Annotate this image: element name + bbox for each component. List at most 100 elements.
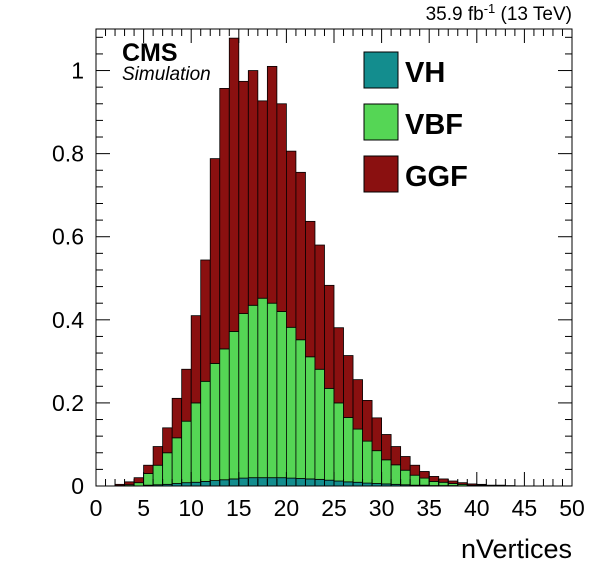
- bar-ggf-bin-15: [239, 81, 249, 313]
- x-axis-title: nVertices: [461, 534, 572, 564]
- legend-label-ggf: GGF: [405, 161, 468, 193]
- bar-vh-bin-25: [334, 481, 344, 486]
- y-tick-label: 0.2: [52, 390, 84, 416]
- bar-ggf-bin-8: [172, 398, 182, 437]
- bar-vbf-bin-12: [210, 363, 220, 480]
- legend-swatch-ggf: [364, 156, 398, 192]
- bar-vbf-bin-23: [315, 369, 325, 479]
- bar-ggf-bin-38: [458, 483, 468, 485]
- bar-ggf-bin-3: [125, 482, 135, 485]
- bar-ggf-bin-2: [115, 484, 125, 485]
- simulation-label: Simulation: [122, 64, 211, 85]
- bar-ggf-bin-40: [477, 484, 487, 485]
- legend-swatch-vbf: [364, 104, 398, 140]
- bar-ggf-bin-11: [201, 260, 211, 381]
- bar-vbf-bin-26: [344, 417, 354, 481]
- x-tick-label: 20: [274, 495, 300, 521]
- bar-vbf-bin-28: [363, 441, 373, 483]
- bar-ggf-bin-17: [258, 101, 268, 298]
- bar-ggf-bin-4: [134, 478, 144, 483]
- bar-ggf-bin-6: [153, 447, 163, 466]
- bar-ggf-bin-16: [248, 71, 258, 306]
- bar-vh-bin-24: [324, 480, 334, 486]
- bar-vbf-bin-9: [182, 421, 192, 482]
- bar-ggf-bin-25: [334, 328, 344, 403]
- bar-vbf-bin-7: [163, 453, 173, 485]
- bar-ggf-bin-39: [467, 484, 477, 485]
- experiment-label: CMS: [122, 39, 178, 67]
- bar-ggf-bin-32: [401, 457, 411, 471]
- bar-vh-bin-15: [239, 478, 249, 486]
- legend-label-vbf: VBF: [405, 109, 463, 141]
- x-tick-label: 10: [178, 495, 204, 521]
- bar-ggf-bin-14: [229, 38, 239, 331]
- bar-ggf-bin-13: [220, 88, 230, 348]
- bar-ggf-bin-18: [267, 66, 277, 303]
- bar-vbf-bin-34: [420, 478, 430, 485]
- bar-vh-bin-27: [353, 482, 363, 486]
- bar-ggf-bin-10: [191, 316, 201, 403]
- bar-ggf-bin-35: [429, 476, 439, 481]
- x-tick-label: 25: [321, 495, 347, 521]
- x-tick-label: 5: [137, 495, 150, 521]
- bar-vh-bin-13: [220, 480, 230, 486]
- bar-vh-bin-21: [296, 479, 306, 486]
- bar-vbf-bin-24: [324, 388, 334, 480]
- bar-ggf-bin-30: [382, 434, 392, 459]
- bar-ggf-bin-24: [324, 285, 334, 388]
- bar-vbf-bin-13: [220, 349, 230, 480]
- lumi-label: 35.9 fb-1 (13 TeV): [426, 1, 572, 25]
- legend-swatch-vh: [364, 52, 398, 88]
- x-tick-label: 0: [90, 495, 103, 521]
- bar-vbf-bin-10: [191, 403, 201, 482]
- bar-vbf-bin-15: [239, 314, 249, 479]
- bar-vh-bin-19: [277, 478, 287, 486]
- bar-vbf-bin-11: [201, 381, 211, 481]
- x-tick-label: 35: [416, 495, 442, 521]
- legend: VH VBF GGF: [364, 52, 468, 193]
- bar-ggf-bin-23: [315, 245, 325, 369]
- legend-label-vh: VH: [405, 57, 445, 89]
- bar-ggf-bin-9: [182, 369, 192, 421]
- bar-vbf-bin-30: [382, 460, 392, 484]
- bar-vbf-bin-8: [172, 438, 182, 484]
- bar-vbf-bin-17: [258, 298, 268, 477]
- x-tick-label: 50: [559, 495, 585, 521]
- x-tick-label: 45: [512, 495, 538, 521]
- y-tick-label: 0.6: [52, 224, 84, 250]
- bar-ggf-bin-19: [277, 104, 287, 312]
- bar-vh-bin-23: [315, 479, 325, 486]
- bar-vbf-bin-14: [229, 331, 239, 478]
- y-tick-label: 0: [71, 473, 84, 499]
- x-tick-label: 30: [369, 495, 395, 521]
- bar-ggf-bin-22: [305, 221, 315, 356]
- bar-vbf-bin-5: [144, 474, 154, 486]
- bar-vh-bin-16: [248, 478, 258, 486]
- bar-vbf-bin-18: [267, 303, 277, 477]
- bar-vh-bin-17: [258, 478, 268, 486]
- bar-ggf-bin-27: [353, 380, 363, 429]
- bar-vh-bin-14: [229, 479, 239, 486]
- bar-ggf-bin-34: [420, 471, 430, 478]
- bar-ggf-bin-26: [344, 356, 354, 418]
- bar-vbf-bin-20: [286, 327, 296, 478]
- bar-vbf-bin-32: [401, 470, 411, 485]
- bar-vbf-bin-16: [248, 305, 258, 477]
- bar-vh-bin-12: [210, 481, 220, 486]
- bar-ggf-bin-31: [391, 447, 401, 465]
- bar-ggf-bin-21: [296, 172, 306, 339]
- bar-ggf-bin-37: [448, 481, 458, 483]
- bar-ggf-bin-33: [410, 465, 420, 475]
- bar-ggf-bin-29: [372, 418, 382, 451]
- bar-vh-bin-22: [305, 479, 315, 486]
- bar-vbf-bin-36: [439, 482, 449, 485]
- x-tick-label: 40: [464, 495, 490, 521]
- bar-vbf-bin-31: [391, 465, 401, 485]
- bars-layer: [115, 38, 515, 486]
- bar-ggf-bin-12: [210, 159, 220, 364]
- y-tick-label: 0.4: [52, 307, 84, 333]
- y-tick-label: 0.8: [52, 141, 84, 167]
- bar-vh-bin-11: [201, 481, 211, 486]
